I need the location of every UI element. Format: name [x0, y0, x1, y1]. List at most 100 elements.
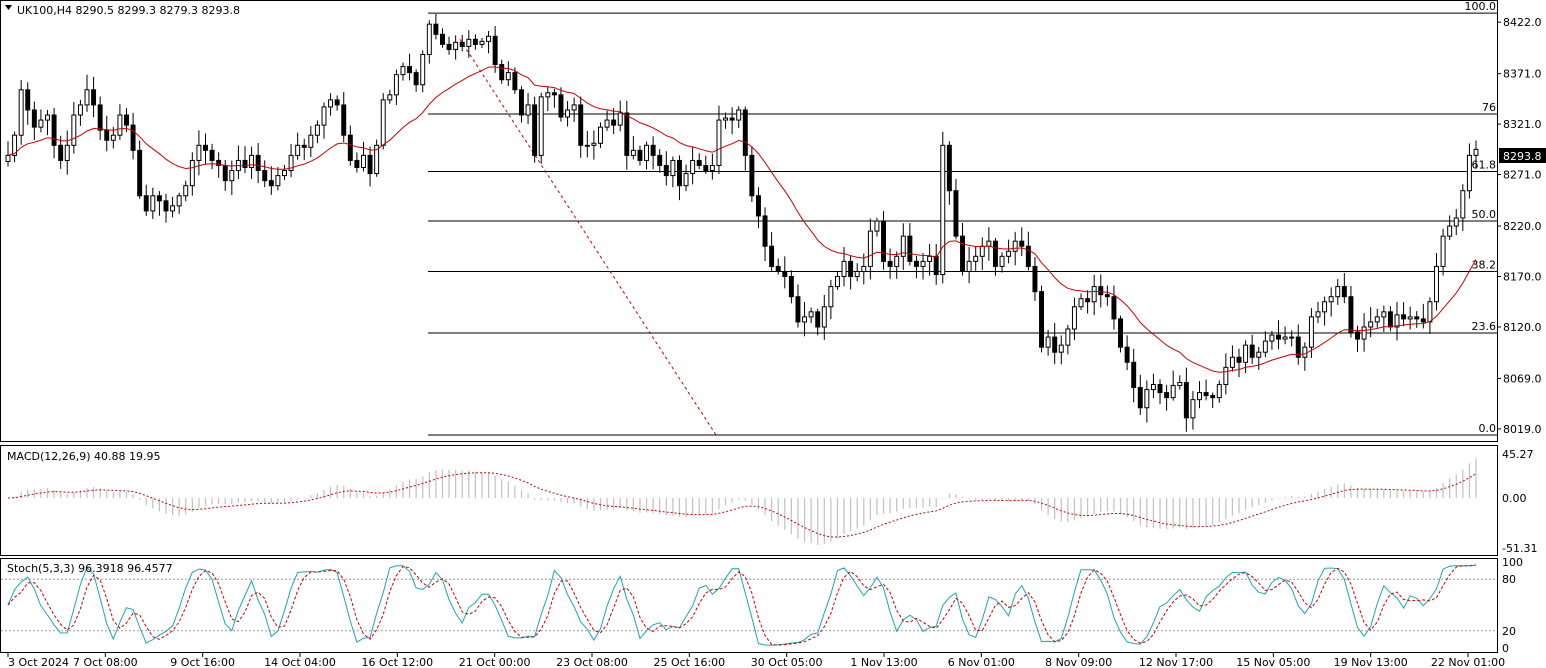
dropdown-triangle-icon[interactable] — [5, 5, 12, 10]
candle — [696, 153, 702, 170]
candle — [1157, 379, 1163, 405]
candle — [1236, 348, 1242, 378]
candle — [1368, 307, 1374, 338]
candle — [183, 180, 189, 202]
candle — [1341, 273, 1347, 304]
candle — [736, 106, 742, 128]
current-price-tag — [1499, 148, 1546, 163]
candle — [156, 191, 162, 216]
candle — [663, 151, 669, 186]
candle — [1453, 209, 1459, 236]
candle — [374, 139, 380, 177]
candle — [64, 130, 70, 175]
candle — [1164, 384, 1170, 411]
candle — [815, 308, 821, 336]
candle — [1039, 285, 1044, 353]
price-tick-label: 8321.0 — [1503, 118, 1542, 131]
candle — [1355, 325, 1360, 352]
candle — [1473, 140, 1479, 169]
candle — [1045, 330, 1051, 356]
candle — [1197, 381, 1202, 409]
candle — [334, 95, 340, 111]
candle — [874, 217, 880, 237]
candle — [308, 125, 314, 158]
candle — [709, 153, 715, 180]
candle — [1104, 285, 1110, 306]
time-tick-label: 19 Nov 13:00 — [1334, 656, 1408, 668]
candle — [1276, 320, 1281, 350]
candle — [486, 30, 492, 54]
candle — [354, 152, 360, 173]
candle — [1302, 342, 1308, 371]
candle — [670, 156, 676, 188]
macd-panel[interactable] — [0, 445, 1498, 556]
candle — [130, 112, 136, 160]
macd-tick-label: 0.00 — [1502, 492, 1527, 505]
fib-label-2: 61.8 — [1472, 159, 1497, 172]
time-tick-label: 16 Oct 12:00 — [361, 656, 433, 668]
candle — [1308, 308, 1314, 358]
candle — [907, 223, 913, 266]
candle — [1295, 324, 1301, 365]
candle — [1381, 305, 1387, 332]
candle — [1124, 335, 1130, 371]
candle — [992, 237, 998, 276]
candle — [433, 13, 439, 40]
candle — [1269, 330, 1275, 350]
candle — [1223, 353, 1229, 395]
candle — [565, 101, 571, 127]
candlestick-series — [5, 13, 1479, 432]
time-tick-label: 1 Nov 13:00 — [850, 656, 917, 668]
price-tick-label: 8371.0 — [1503, 68, 1542, 81]
time-tick-label: 23 Oct 08:00 — [556, 656, 628, 668]
candle — [782, 256, 788, 289]
price-tick-label: 8120.0 — [1503, 321, 1542, 334]
candle — [499, 59, 505, 84]
macd-signal-line — [7, 472, 1477, 538]
candle — [77, 99, 83, 126]
candle — [940, 131, 946, 284]
candle — [367, 146, 373, 187]
candle — [1322, 296, 1328, 326]
candle — [196, 130, 202, 176]
stoch-header: Stoch(5,3,3) 96.3918 96.4577 — [7, 562, 173, 575]
candle — [242, 146, 248, 174]
candle — [887, 248, 893, 279]
candle — [657, 149, 663, 173]
candle — [341, 92, 347, 142]
stoch-tick-label: 80 — [1502, 573, 1516, 586]
candle — [854, 263, 860, 282]
candle — [966, 247, 972, 284]
stoch-tick-label: 20 — [1502, 625, 1516, 638]
candle — [189, 152, 195, 196]
candle — [295, 132, 301, 160]
candle — [723, 112, 729, 129]
candle — [1229, 345, 1235, 372]
candle — [624, 100, 630, 170]
candle — [591, 130, 597, 160]
price-tick-label: 8019.0 — [1503, 423, 1542, 436]
candle — [262, 160, 268, 188]
candle — [1183, 367, 1189, 432]
candle — [650, 136, 656, 170]
candle — [12, 131, 18, 163]
fib-label-1: 76 — [1482, 101, 1496, 114]
time-tick-label: 15 Nov 05:00 — [1236, 656, 1310, 668]
candle — [1394, 301, 1400, 341]
macd-tick-label: -51.31 — [1502, 542, 1537, 555]
candle — [1210, 392, 1216, 409]
candle — [282, 164, 287, 180]
candle — [848, 255, 854, 290]
stoch-tick-label: 100 — [1502, 556, 1523, 569]
candle — [1374, 308, 1380, 328]
candle — [58, 135, 64, 169]
candle — [834, 270, 840, 290]
candle — [84, 74, 90, 112]
price-tick-label: 8271.0 — [1503, 169, 1542, 182]
candle — [25, 82, 31, 125]
candle — [314, 120, 320, 144]
candle — [1170, 370, 1176, 401]
candle — [525, 93, 531, 124]
candle — [380, 93, 386, 150]
